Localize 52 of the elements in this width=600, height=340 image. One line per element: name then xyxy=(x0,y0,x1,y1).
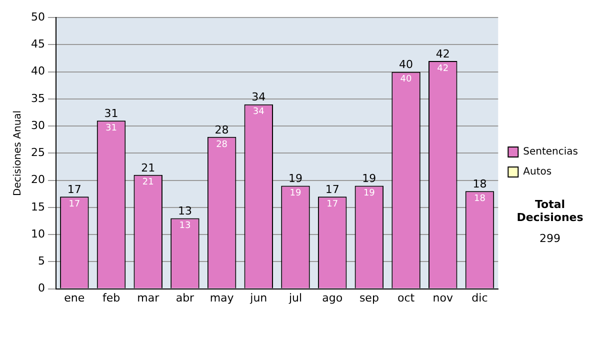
x-tick-label: jun xyxy=(249,291,268,304)
y-tick-label: 15 xyxy=(30,200,45,214)
total-label: 19 xyxy=(288,172,302,186)
legend-label: Sentencias xyxy=(523,146,578,158)
total-label: 19 xyxy=(362,172,376,186)
total-label: 31 xyxy=(104,107,118,120)
data-label: 40 xyxy=(400,74,412,85)
x-tick-label: feb xyxy=(102,291,120,304)
total-label: 28 xyxy=(214,123,229,136)
total-label: 13 xyxy=(178,204,192,218)
y-tick-label: 35 xyxy=(30,92,45,105)
data-label: 21 xyxy=(142,178,154,188)
total-label: 18 xyxy=(472,178,487,191)
x-tick-label: abr xyxy=(176,291,195,304)
total-label: 17 xyxy=(67,182,82,196)
data-label: 17 xyxy=(326,199,338,210)
data-label: 13 xyxy=(179,221,191,232)
y-tick-label: 45 xyxy=(30,38,45,51)
y-tick-label: 0 xyxy=(38,282,45,295)
data-label: 19 xyxy=(363,188,376,199)
data-label: 19 xyxy=(290,188,302,199)
data-label: 17 xyxy=(68,199,80,210)
total-label: 42 xyxy=(436,47,450,60)
y-tick-label: 25 xyxy=(30,146,45,160)
x-tick-label: oct xyxy=(397,291,416,304)
x-tick-label: may xyxy=(210,291,234,304)
y-tick-label: 20 xyxy=(30,173,45,186)
x-tick-label: ago xyxy=(322,291,343,304)
y-tick-label: 40 xyxy=(30,64,45,78)
total-label: 17 xyxy=(325,182,340,196)
total-label: 21 xyxy=(141,161,156,174)
total-label: 40 xyxy=(399,58,414,72)
data-label: 28 xyxy=(216,140,228,150)
y-tick-label: 5 xyxy=(38,254,45,268)
data-label: 31 xyxy=(106,124,117,134)
legend-label: Autos xyxy=(523,166,552,178)
x-tick-label: sep xyxy=(359,291,379,304)
y-tick-label: 30 xyxy=(30,118,45,132)
y-axis-title: Decisiones Anual xyxy=(12,110,24,196)
data-label: 42 xyxy=(437,64,449,74)
data-label: 18 xyxy=(474,194,486,204)
y-tick-label: 10 xyxy=(30,227,45,240)
x-tick-label: dic xyxy=(472,291,488,304)
y-tick-label: 50 xyxy=(30,10,45,24)
total-label: 34 xyxy=(252,90,266,104)
x-tick-label: mar xyxy=(137,291,160,304)
data-label: 34 xyxy=(252,107,265,118)
x-tick-label: ene xyxy=(64,291,85,304)
text: 299 xyxy=(538,232,562,245)
x-tick-label: nov xyxy=(432,291,454,304)
x-tick-label: jul xyxy=(288,291,302,304)
text: Total Decisiones xyxy=(516,198,584,224)
